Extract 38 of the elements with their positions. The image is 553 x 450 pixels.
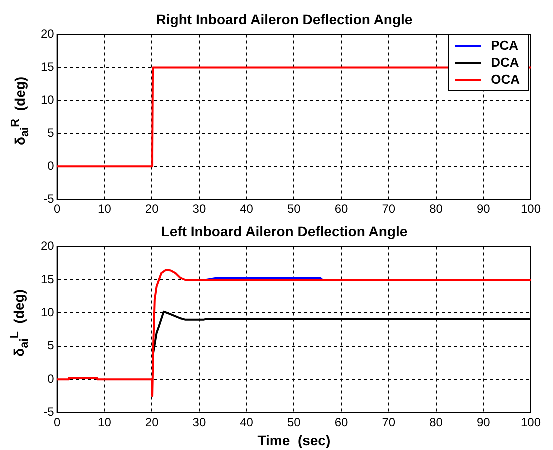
legend-label: PCA — [491, 38, 519, 53]
x-tick-label: 50 — [287, 415, 302, 430]
y-tick-label: 10 — [40, 306, 55, 320]
x-tick-label: 60 — [334, 415, 349, 430]
y-tick-label: 20 — [40, 239, 55, 254]
x-tick-label: 80 — [430, 202, 444, 216]
legend-label: DCA — [491, 55, 520, 70]
y-tick-label: -5 — [44, 405, 55, 420]
y-tick-label: -5 — [44, 192, 55, 206]
x-tick-label: 10 — [98, 415, 112, 430]
x-tick-label: 40 — [240, 202, 254, 216]
y-tick-label: 20 — [40, 27, 55, 42]
chart-title: Right Inboard Aileron Deflection Angle — [156, 11, 413, 28]
y-tick-label: 0 — [48, 158, 55, 173]
x-tick-label: 30 — [192, 415, 206, 430]
y-tick-label: 5 — [48, 126, 55, 140]
x-tick-label: 10 — [98, 202, 112, 216]
x-tick-label: 40 — [240, 415, 254, 430]
x-tick-label: 90 — [476, 202, 491, 216]
x-tick-label: 60 — [334, 202, 349, 216]
x-tick-label: 30 — [192, 202, 206, 216]
legend-label: OCA — [491, 72, 520, 87]
y-tick-label: 5 — [48, 338, 55, 353]
chart-title: Left Inboard Aileron Deflection Angle — [161, 223, 408, 240]
y-tick-label: 0 — [48, 372, 55, 386]
x-tick-label: 100 — [520, 202, 542, 216]
x-tick-label: 90 — [476, 415, 491, 430]
x-tick-label: 20 — [145, 202, 160, 216]
x-tick-label: 50 — [287, 202, 302, 216]
x-tick-label: 80 — [430, 415, 444, 430]
x-tick-label: 70 — [382, 415, 396, 430]
y-tick-label: 10 — [40, 93, 55, 108]
x-tick-label: 100 — [520, 415, 542, 430]
x-tick-label: 20 — [145, 415, 160, 430]
y-tick-label: 15 — [40, 60, 55, 74]
y-tick-label: 15 — [40, 272, 55, 286]
x-tick-label: 70 — [382, 202, 396, 216]
x-axis-title: Time (sec) — [258, 432, 331, 448]
